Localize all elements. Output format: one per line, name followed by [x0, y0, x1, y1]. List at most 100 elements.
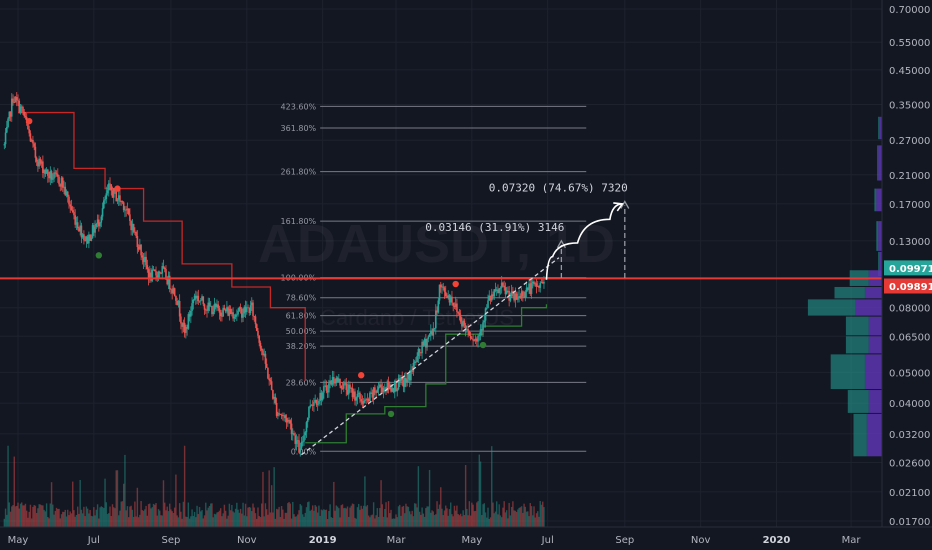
candle-body — [91, 225, 94, 238]
volume-bar — [144, 509, 146, 527]
volume-bar — [321, 510, 324, 527]
volume-bar — [218, 510, 221, 527]
candle-body — [3, 144, 6, 146]
candle-body — [275, 402, 278, 416]
volume-bar — [540, 504, 543, 527]
price-axis[interactable]: 0.70000 0.55000 0.45000 0.35000 0.27000 0.210… — [881, 0, 932, 528]
volume-bar — [496, 501, 498, 527]
volume-bar — [152, 503, 155, 527]
candle-body — [49, 171, 52, 179]
candle-body — [462, 320, 464, 327]
volume-bar — [64, 509, 66, 527]
volume-bar — [159, 510, 161, 527]
forecast-path[interactable] — [545, 203, 623, 280]
candle-body — [371, 392, 374, 398]
candle-body — [111, 190, 114, 198]
candle-body — [384, 387, 386, 389]
candle-body — [535, 283, 538, 287]
volume-bar — [283, 518, 285, 527]
volume-bar — [415, 503, 417, 527]
candle-body — [258, 335, 261, 343]
candle-body — [167, 275, 170, 285]
volume-bar — [146, 515, 149, 527]
volume-bar — [362, 505, 365, 527]
time-axis[interactable]: May Jul Sep Nov 2019 Mar May Jul Sep Nov 2020 Mar — [0, 526, 932, 550]
current-price-badge[interactable] — [884, 278, 932, 294]
candle-body — [45, 169, 48, 174]
candle-body — [439, 284, 442, 288]
candle-body — [206, 309, 208, 311]
candle-body — [329, 380, 331, 384]
candle-body — [249, 305, 252, 313]
volume-bar — [14, 506, 17, 527]
candle-body — [238, 307, 241, 311]
candle-body — [522, 291, 524, 297]
volume-bar — [399, 504, 401, 527]
volume-bar — [303, 516, 305, 527]
volume-bar — [32, 506, 34, 527]
volume-bar — [96, 504, 99, 527]
candle-body — [359, 392, 361, 400]
volume-bar — [499, 515, 502, 527]
candle-body — [73, 212, 75, 216]
volume-bar — [405, 503, 407, 527]
price-tick-label: 0.70000 — [889, 5, 930, 16]
candle-body — [182, 322, 185, 327]
volume-bar — [505, 510, 508, 527]
volume-bar — [453, 505, 456, 527]
current-price-badge[interactable] — [884, 260, 932, 276]
drawing-tools[interactable]: 0.03146 (31.91%) 3146 0.07320 (74.67%) 73… — [301, 181, 630, 456]
volume-bar — [360, 505, 362, 527]
volume-bar — [472, 504, 474, 527]
volume-bar — [22, 505, 24, 527]
volume-bar — [532, 515, 534, 527]
candle-body — [120, 201, 123, 203]
price-tick-label: 0.08000 — [889, 304, 930, 315]
candle-body — [473, 340, 476, 342]
volume-bar — [13, 456, 15, 527]
volume-bar — [361, 508, 364, 527]
candle-body — [341, 388, 344, 390]
volume-bar — [377, 516, 380, 527]
volume-bar — [447, 515, 449, 527]
candle-body — [180, 316, 182, 324]
candle-body — [515, 293, 518, 300]
volume-bar — [450, 502, 452, 527]
volume-bar — [272, 512, 274, 527]
candle-body — [146, 265, 149, 270]
volume-profile — [807, 116, 882, 457]
volume-bar — [459, 513, 462, 527]
volume-profile-down — [845, 316, 869, 336]
candle-body — [81, 234, 84, 238]
candle-body — [227, 307, 229, 316]
volume-bar — [481, 515, 483, 527]
candle-body — [213, 303, 216, 312]
candle-body — [298, 440, 300, 453]
candle-body — [158, 271, 161, 274]
volume-bar — [176, 515, 178, 527]
candle-body — [140, 244, 142, 256]
time-tick-label: Nov — [691, 535, 711, 546]
candle-body — [207, 302, 210, 311]
candle-body — [328, 383, 330, 393]
candle-body — [284, 415, 287, 419]
volume-bar — [221, 516, 223, 527]
volume-bar — [34, 505, 37, 527]
volume-bar — [294, 516, 296, 527]
candle-body — [290, 423, 293, 435]
trendline-dashed[interactable] — [301, 257, 560, 456]
candle-body — [125, 209, 127, 211]
volume-bar — [441, 508, 443, 527]
volume-bar — [340, 505, 342, 527]
volume-bar — [539, 501, 541, 527]
volume-bar — [165, 510, 167, 527]
volume-bar — [219, 508, 222, 527]
volume-profile-down — [876, 221, 879, 251]
volume-bar — [443, 510, 446, 527]
volume-bar — [365, 506, 367, 527]
volume-bar — [510, 506, 513, 527]
volume-bar — [114, 508, 116, 527]
candle-body — [477, 335, 479, 342]
volume-bar — [407, 506, 410, 527]
